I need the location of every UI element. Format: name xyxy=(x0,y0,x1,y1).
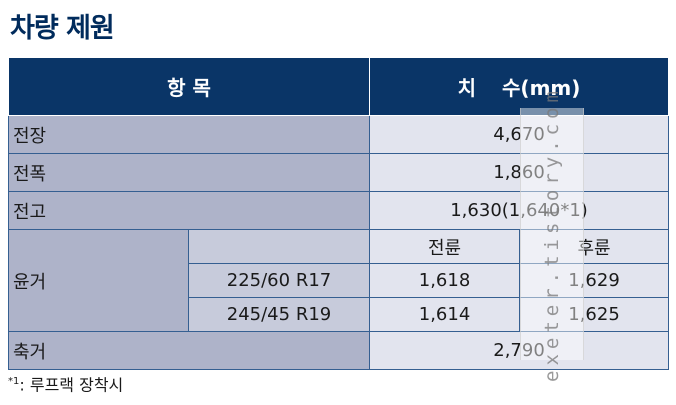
dimension-header-cell: 치 수(mm) xyxy=(369,57,670,116)
tread-empty-cell xyxy=(187,229,371,264)
width-label: 전폭 xyxy=(7,153,371,192)
footnote-mark: *1 xyxy=(8,376,20,387)
tread-rear-header: 후륜 xyxy=(519,229,670,264)
length-label: 전장 xyxy=(7,115,371,154)
height-value: 1,630(1,640*1) xyxy=(369,191,670,230)
table-row-width: 전폭 1,860 xyxy=(7,153,670,192)
tread-front-header: 전륜 xyxy=(369,229,521,264)
table-row-tread-tire-2: 245/45 R19 1,614 1,625 xyxy=(9,297,670,332)
table-row-wheelbase: 축거 2,790 xyxy=(7,331,670,370)
tread-front-2: 1,614 xyxy=(369,297,521,332)
table-row-height: 전고 1,630(1,640*1) xyxy=(7,191,670,230)
table-header-row: 항 목 치 수(mm) xyxy=(7,57,670,116)
footnote: *1: 루프랙 장착시 xyxy=(8,370,123,397)
wheelbase-label: 축거 xyxy=(7,331,371,370)
tire-size-2: 245/45 R19 xyxy=(187,297,371,332)
watermark-text: exeter.tistory.com xyxy=(541,86,563,382)
watermark-overlay: exeter.tistory.com xyxy=(520,86,584,382)
item-header-cell: 항 목 xyxy=(7,57,371,116)
tire-size-1: 225/60 R17 xyxy=(187,263,371,298)
tread-label: 윤거 xyxy=(8,229,189,332)
length-value: 4,670 xyxy=(369,115,670,154)
spec-table: 항 목 치 수(mm) 전장 4,670 전폭 1,860 전고 1,630(1,… xyxy=(7,57,670,370)
footnote-text: : 루프랙 장착시 xyxy=(19,375,124,395)
tread-front-1: 1,618 xyxy=(369,263,521,298)
dimension-header-char: 치 xyxy=(457,76,477,100)
wheelbase-value: 2,790 xyxy=(369,331,670,370)
table-row-length: 전장 4,670 xyxy=(7,115,670,154)
height-label: 전고 xyxy=(7,191,371,230)
dimension-header-unit: 수(mm) xyxy=(502,76,581,100)
page-title: 차량 제원 xyxy=(10,13,115,44)
tread-rear-2: 1,625 xyxy=(519,297,670,332)
table-row-tread-header: 윤거 전륜 후륜 xyxy=(8,229,670,332)
width-value: 1,860 xyxy=(369,153,670,192)
